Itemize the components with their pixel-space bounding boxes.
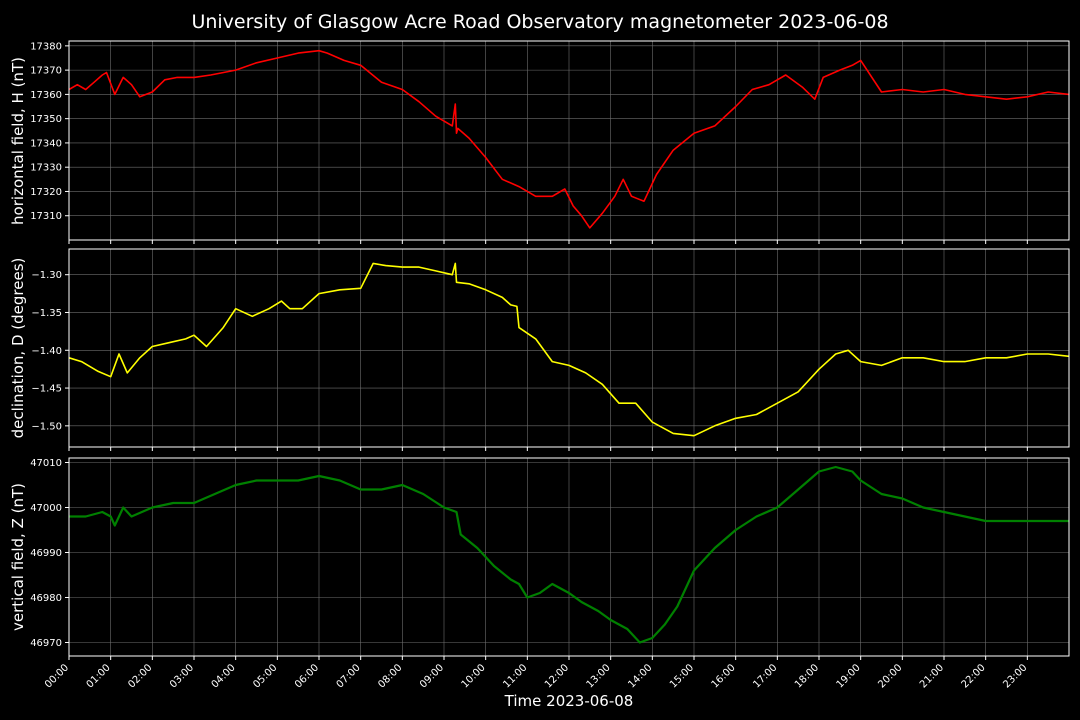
y-tick-label: 47010 — [30, 458, 62, 469]
x-tick-label: 08:00 — [376, 662, 404, 690]
y-tick-label: −1.45 — [31, 384, 62, 395]
x-tick-label: 00:00 — [43, 662, 71, 690]
x-tick-label: 09:00 — [418, 662, 446, 690]
panel-declination: declination, D (degrees) −1.50 −1.45 −1.40… — [9, 248, 1070, 451]
grid-horizontal-field — [68, 41, 1069, 240]
x-tick-label: 16:00 — [710, 662, 738, 690]
x-tick-label: 01:00 — [85, 662, 113, 690]
y-tick-label: 47000 — [30, 503, 62, 514]
x-tick-label: 19:00 — [835, 662, 863, 690]
y-tick-label: −1.50 — [31, 421, 62, 432]
x-tick-label: 10:00 — [460, 662, 488, 690]
y-axis-label-horizontal-field: horizontal field, H (nT) — [9, 57, 27, 225]
x-tick-label: 18:00 — [793, 662, 821, 690]
x-tick-label: 14:00 — [626, 662, 654, 690]
plot-frame-vertical-field — [68, 457, 1070, 657]
x-tick-label: 23:00 — [1001, 662, 1029, 690]
chart-title: University of Glasgow Acre Road Observat… — [191, 11, 888, 33]
series-line-horizontal-field — [68, 49, 1070, 229]
x-tick-label: 13:00 — [585, 662, 613, 690]
grid-declination — [68, 249, 1069, 447]
y-tick-label: −1.40 — [31, 346, 62, 357]
plot-frame-declination — [68, 248, 1070, 448]
y-tick-label: 17310 — [30, 211, 62, 222]
y-tick-label: −1.30 — [31, 270, 62, 281]
x-tick-label: 17:00 — [751, 662, 779, 690]
x-tick-label: 11:00 — [501, 662, 529, 690]
x-tick-label: 07:00 — [335, 662, 363, 690]
y-tick-label: 17370 — [30, 66, 62, 77]
y-tick-label: 46970 — [30, 638, 62, 649]
x-axis-label: Time 2023-06-08 — [504, 692, 634, 710]
series-line-vertical-field — [69, 465, 1069, 644]
x-tick-label: 12:00 — [543, 662, 571, 690]
x-tick-label: 03:00 — [168, 662, 196, 690]
panel-horizontal-field: horizontal field, H (nT) 17310 17320 17330… — [9, 40, 1070, 244]
x-tick-label: 20:00 — [876, 662, 904, 690]
y-tick-label: 17330 — [30, 163, 62, 174]
x-tick-label: 02:00 — [126, 662, 154, 690]
y-tick-label: 17360 — [30, 90, 62, 101]
y-tick-label: −1.35 — [31, 308, 62, 319]
x-tick-label: 15:00 — [668, 662, 696, 690]
panel-vertical-field: vertical field, Z (nT) 00:00 01:00 02:00 03… — [9, 457, 1070, 691]
x-tick-label: 05:00 — [251, 662, 279, 690]
grid-vertical-field — [68, 458, 1069, 656]
x-tick-label: 22:00 — [960, 662, 988, 690]
y-tick-label: 46980 — [30, 593, 62, 604]
y-tick-label: 17340 — [30, 138, 62, 149]
plot-frame-horizontal-field — [68, 40, 1070, 241]
x-tick-label: 21:00 — [918, 662, 946, 690]
y-axis-label-vertical-field: vertical field, Z (nT) — [9, 483, 27, 631]
x-tick-label: 06:00 — [293, 662, 321, 690]
y-tick-label: 17320 — [30, 187, 62, 198]
y-tick-label: 46990 — [30, 548, 62, 559]
y-tick-label: 17380 — [30, 41, 62, 52]
series-line-declination — [68, 262, 1070, 437]
y-tick-label: 17350 — [30, 114, 62, 125]
y-axis-label-declination: declination, D (degrees) — [9, 258, 27, 439]
x-tick-label: 04:00 — [210, 662, 238, 690]
